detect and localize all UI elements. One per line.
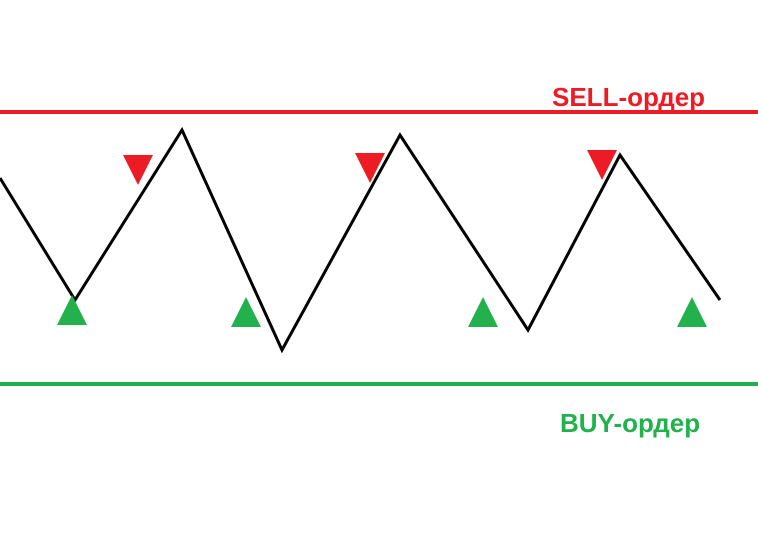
buy-marker-icon	[677, 297, 707, 327]
sell-marker-icon	[587, 150, 617, 180]
buy-marker-icon	[468, 297, 498, 327]
sell-order-label: SELL-ордер	[552, 82, 705, 113]
buy-order-label: BUY-ордер	[560, 408, 700, 439]
trading-diagram: SELL-ордер BUY-ордер	[0, 0, 758, 551]
buy-marker-icon	[231, 297, 261, 327]
buy-marker-icon	[57, 295, 87, 325]
